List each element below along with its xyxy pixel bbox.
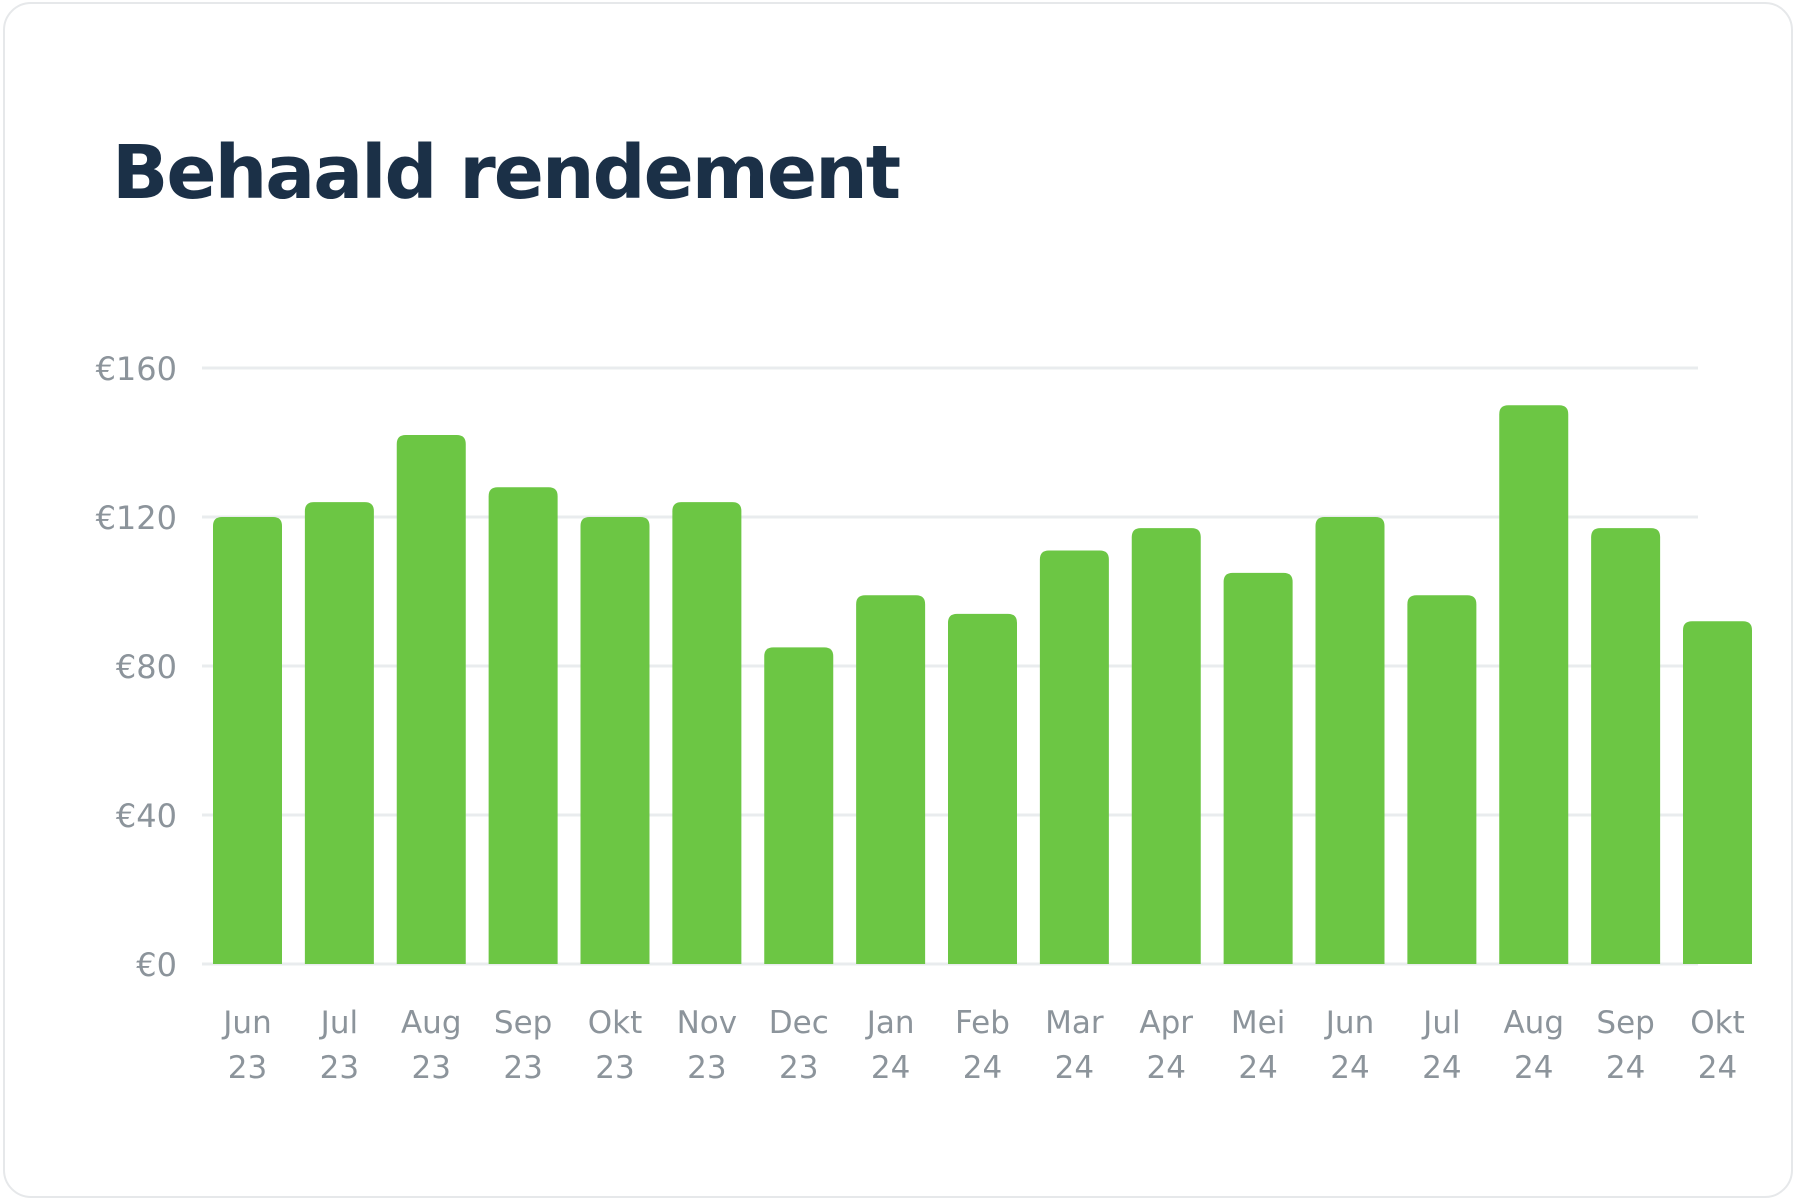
x-tick-label: Mar 24	[1045, 1005, 1104, 1086]
x-tick-label: Apr 24	[1139, 1005, 1193, 1086]
bar-jun-24	[1315, 517, 1385, 964]
bar-jul-23	[304, 502, 374, 964]
x-tick-month: Sep	[494, 1005, 552, 1041]
x-tick-year: 23	[503, 1050, 542, 1086]
x-tick-label: Jun 23	[221, 1005, 271, 1086]
x-tick-month: Okt	[1690, 1005, 1745, 1041]
bar-jul-24	[1407, 595, 1477, 964]
bar-jan-24	[856, 595, 926, 964]
bar-feb-24	[948, 613, 1017, 964]
x-tick-label: Okt 23	[588, 1005, 643, 1086]
x-tick-label: Sep 24	[1596, 1005, 1654, 1086]
x-tick-year: 24	[1330, 1050, 1369, 1086]
x-tick-year: 24	[1055, 1050, 1094, 1086]
bar-aug-24	[1499, 405, 1569, 964]
x-tick-month: Feb	[955, 1005, 1010, 1041]
bar-okt-23	[580, 517, 650, 964]
x-tick-year: 24	[1514, 1050, 1553, 1086]
y-tick-label: €120	[96, 499, 177, 537]
x-tick-month: Jul	[319, 1005, 358, 1041]
x-tick-year: 24	[963, 1050, 1002, 1086]
x-tick-year: 24	[871, 1050, 910, 1086]
y-axis-ticks: €0 €40 €80 €120 €160	[96, 350, 177, 984]
bar-apr-24	[1131, 528, 1201, 964]
bar-mei-24	[1223, 572, 1293, 964]
x-tick-month: Mei	[1231, 1005, 1285, 1041]
bar-sep-24	[1591, 528, 1661, 964]
bar-okt-24	[1683, 621, 1752, 964]
x-tick-year: 23	[412, 1050, 451, 1086]
x-tick-month: Sep	[1596, 1005, 1654, 1041]
bar-aug-23	[396, 435, 466, 964]
x-tick-year: 23	[779, 1050, 818, 1086]
x-tick-label: Jul 23	[319, 1005, 359, 1086]
y-tick-label: €160	[96, 350, 177, 388]
x-tick-month: Jun	[221, 1005, 271, 1041]
x-tick-year: 24	[1698, 1050, 1737, 1086]
chart-title: Behaald rendement	[112, 130, 901, 216]
x-tick-label: Mei 24	[1231, 1005, 1285, 1086]
x-tick-month: Jun	[1324, 1005, 1374, 1041]
x-tick-year: 24	[1422, 1050, 1461, 1086]
x-tick-year: 23	[687, 1050, 726, 1086]
bar-mar-24	[1039, 550, 1109, 964]
x-tick-month: Nov	[677, 1005, 738, 1041]
x-tick-label: Jan 24	[865, 1005, 915, 1086]
bars	[213, 405, 1752, 964]
bar-sep-23	[488, 487, 558, 964]
x-tick-label: Nov 23	[677, 1005, 738, 1086]
x-tick-month: Okt	[588, 1005, 643, 1041]
x-tick-month: Apr	[1139, 1005, 1193, 1041]
x-tick-label: Aug 24	[1503, 1005, 1564, 1086]
bar-nov-23	[672, 502, 742, 964]
x-tick-label: Feb 24	[955, 1005, 1010, 1086]
x-tick-month: Jul	[1421, 1005, 1460, 1041]
x-tick-label: Dec 23	[769, 1005, 829, 1086]
x-tick-label: Jul 24	[1421, 1005, 1461, 1086]
y-tick-label: €80	[116, 648, 177, 686]
x-tick-year: 23	[595, 1050, 634, 1086]
x-tick-year: 24	[1606, 1050, 1645, 1086]
x-tick-month: Aug	[401, 1005, 462, 1041]
x-tick-label: Jun 24	[1324, 1005, 1374, 1086]
x-tick-label: Aug 23	[401, 1005, 462, 1086]
x-tick-month: Aug	[1503, 1005, 1564, 1041]
y-tick-label: €0	[136, 946, 177, 984]
bar-dec-23	[764, 647, 834, 964]
y-tick-label: €40	[116, 797, 177, 835]
x-tick-label: Sep 23	[494, 1005, 552, 1086]
x-tick-month: Mar	[1045, 1005, 1104, 1041]
bar-jun-23	[213, 517, 282, 964]
x-tick-year: 23	[320, 1050, 359, 1086]
x-tick-month: Dec	[769, 1005, 829, 1041]
x-tick-label: Okt 24	[1690, 1005, 1745, 1086]
x-tick-year: 23	[228, 1050, 267, 1086]
x-tick-year: 24	[1238, 1050, 1277, 1086]
x-axis-ticks: Jun 23 Jul 23 Aug 23 Sep 23 Okt 23 Nov 23 Dec 23 Jan 24…	[221, 1005, 1744, 1086]
x-tick-month: Jan	[865, 1005, 915, 1041]
x-tick-year: 24	[1147, 1050, 1186, 1086]
